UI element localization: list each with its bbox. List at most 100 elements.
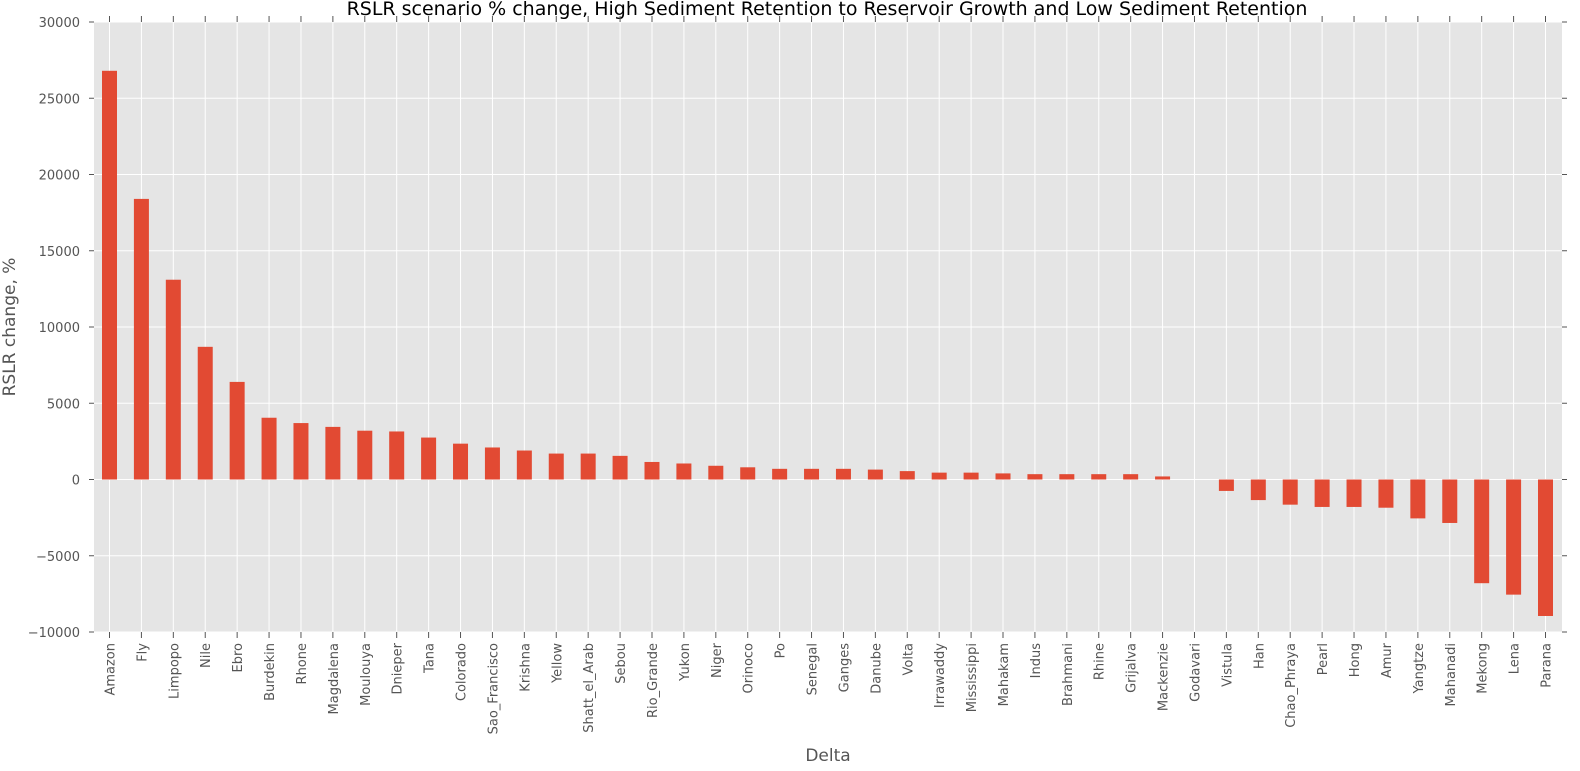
bar-mississippi — [963, 472, 979, 480]
bar-amur — [1378, 479, 1394, 508]
bar-parana — [1538, 479, 1553, 616]
bar-po — [772, 468, 788, 480]
bar-rhine — [1091, 474, 1107, 480]
x-tick-label: Niger — [710, 642, 725, 678]
bar-colorado — [453, 443, 469, 480]
bar-yukon — [676, 463, 692, 480]
bar-niger — [708, 465, 724, 480]
bar-indus — [1027, 474, 1043, 480]
x-tick-label: Brahmani — [1061, 643, 1076, 706]
bar-shatt-el-arab — [580, 453, 596, 480]
x-axis: Amazon Fly Limpopo Nile Ebro Burdekin Rhone Mag… — [104, 16, 1555, 734]
x-tick-label: Ganges — [837, 643, 852, 693]
y-tick-label: 0 — [72, 474, 80, 489]
x-tick-label: Indus — [1029, 643, 1044, 679]
x-tick-label: Mahanadi — [1444, 643, 1459, 706]
x-tick-label: Yangtze — [1412, 643, 1427, 695]
x-tick-label: Chao_Phraya — [1284, 643, 1299, 728]
x-tick-label: Nile — [199, 643, 214, 668]
x-tick-label: Ebro — [231, 643, 246, 673]
x-tick-label: Amazon — [104, 643, 119, 696]
x-tick-label: Lena — [1508, 643, 1523, 674]
chart-title: RSLR scenario % change, High Sediment Re… — [347, 0, 1308, 20]
x-tick-label: Danube — [869, 643, 884, 694]
bar-fly — [133, 198, 149, 480]
x-tick-label: Colorado — [455, 643, 470, 701]
x-tick-label: Mahakam — [997, 643, 1012, 706]
bar-pearl — [1314, 479, 1330, 507]
y-tick-label: 10000 — [39, 321, 80, 336]
bar-sao-francisco — [484, 447, 500, 480]
x-tick-label: Dnieper — [391, 642, 406, 694]
x-tick-label: Amur — [1380, 642, 1395, 678]
y-axis: −10000 −5000 0 5000 10000 15000 20000 25000 3000… — [28, 16, 1567, 641]
x-tick-label: Yellow — [550, 643, 565, 684]
y-tick-label: 15000 — [39, 245, 80, 260]
x-tick-label: Orinoco — [742, 643, 757, 694]
bar-yellow — [548, 453, 564, 480]
x-tick-label: Vistula — [1220, 643, 1235, 687]
y-tick-label: −5000 — [36, 550, 80, 565]
x-tick-label: Rio_Grande — [646, 643, 661, 718]
bar-amazon — [102, 70, 117, 480]
x-tick-label: Hong — [1348, 643, 1363, 677]
bar-nile — [197, 346, 213, 480]
x-tick-label: Pearl — [1316, 643, 1331, 675]
y-axis-title: RSLR change, % — [0, 258, 20, 397]
x-axis-title: Delta — [805, 746, 850, 766]
x-tick-label: Sebou — [614, 643, 629, 684]
x-tick-label: Limpopo — [167, 643, 182, 699]
bar-brahmani — [1059, 474, 1075, 480]
x-tick-label: Mekong — [1476, 643, 1491, 694]
bar-ebro — [229, 381, 245, 480]
bar-volta — [899, 471, 915, 480]
bar-grijalva — [1123, 474, 1139, 480]
x-tick-label: Volta — [901, 643, 916, 676]
bar-mahanadi — [1442, 479, 1458, 523]
bar-tana — [421, 437, 437, 480]
x-tick-label: Godavari — [1188, 643, 1203, 702]
x-tick-label: Irrawaddy — [933, 643, 948, 708]
x-tick-label: Magdalena — [327, 643, 342, 714]
y-tick-label: 5000 — [47, 397, 80, 412]
x-tick-label: Rhone — [295, 643, 310, 684]
y-tick-label: 30000 — [39, 16, 80, 31]
bar-moulouya — [357, 430, 373, 480]
bar-dnieper — [389, 431, 405, 480]
x-tick-label: Han — [1252, 643, 1267, 669]
bar-krishna — [516, 450, 532, 480]
bar-rio-grande — [644, 461, 660, 480]
bar-sebou — [612, 455, 628, 480]
x-tick-label: Burdekin — [263, 643, 278, 701]
bar-vistula — [1218, 479, 1234, 491]
x-tick-label: Grijalva — [1125, 643, 1140, 693]
x-tick-label: Shatt_el_Arab — [582, 643, 597, 733]
x-tick-label: Parana — [1540, 643, 1555, 688]
x-tick-label: Sao_Francisco — [486, 643, 501, 734]
bar-senegal — [804, 468, 820, 480]
bar-mackenzie — [1155, 476, 1171, 480]
bar-orinoco — [740, 467, 756, 480]
x-tick-label: Mississippi — [965, 643, 980, 712]
bar-ganges — [835, 468, 851, 480]
y-tick-label: −10000 — [28, 626, 80, 641]
x-tick-label: Krishna — [518, 643, 533, 692]
bar-rhone — [293, 423, 309, 480]
bar-burdekin — [261, 417, 277, 480]
bar-han — [1250, 479, 1266, 501]
bar-danube — [867, 469, 883, 480]
bars — [102, 70, 1553, 616]
bar-yangtze — [1410, 479, 1426, 519]
x-tick-label: Fly — [135, 643, 150, 662]
bar-lena — [1506, 479, 1522, 595]
x-tick-label: Mackenzie — [1157, 643, 1172, 711]
bar-mekong — [1474, 479, 1490, 584]
bar-mahakam — [995, 473, 1011, 480]
x-tick-label: Tana — [423, 643, 438, 674]
bar-magdalena — [325, 426, 341, 480]
y-tick-label: 20000 — [39, 169, 80, 184]
bar-hong — [1346, 479, 1362, 507]
x-tick-label: Senegal — [806, 643, 821, 695]
